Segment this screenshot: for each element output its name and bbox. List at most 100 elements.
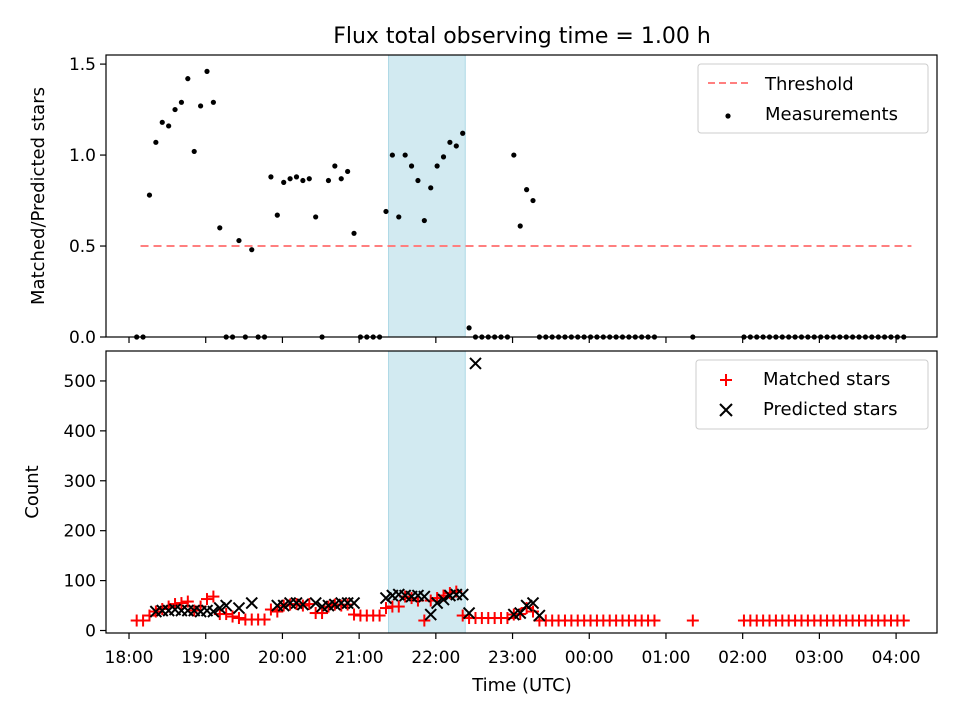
count-panel: 0 100 200 300 400 500 18:00 19:00 20:00 21:00 22:0… [22,350,938,696]
count-legend: Matched stars Predicted stars [695,359,929,430]
matched-star-point [316,607,329,620]
count-legend-box [695,359,929,430]
matched-star-point [258,613,271,626]
measurement-point [204,68,210,74]
measurement-point [268,174,274,180]
measurement-point [466,325,472,331]
ratio-plot-frame [105,54,938,338]
matched-legend-swatch [720,374,732,386]
predicted-legend-swatch [719,403,733,417]
predicted-star-point [462,606,476,620]
measurement-point [517,223,523,229]
measurement-point [217,225,223,231]
xtick-label: 21:00 [335,648,384,668]
count-ytick-label: 300 [64,472,96,492]
count-plot-frame [105,350,938,634]
ratio-ytick-label: 0.5 [69,237,96,257]
measurement-point [210,99,216,105]
ratio-ytick-label: 1.5 [69,55,96,75]
predicted-star-point [232,601,246,615]
predicted-star-point [213,601,226,615]
measurement-point [434,163,440,169]
ratio-panel: 0.0 0.5 1.0 1.5 Matched/Predicted stars Thr… [28,54,938,348]
measurement-point [389,152,395,158]
matched-star-point [200,593,213,606]
matched-star-point [226,610,239,623]
matched-star-point [207,590,220,603]
matched-star-point [392,600,405,613]
xtick-label: 02:00 [718,648,767,668]
ratio-legend-box [697,63,929,134]
measurements-legend-swatch [725,113,731,119]
measurement-point [313,214,319,220]
measurement-point [249,247,255,253]
predicted-star-point [207,605,220,618]
measurement-point [325,177,332,184]
predicted-star-point [418,590,431,603]
matched-star-point [271,605,284,618]
ratio-ytick-label: 1.0 [69,146,96,166]
count-ytick-label: 100 [64,572,96,592]
measurement-point [415,177,421,184]
predicted-star-point [430,596,444,610]
measurement-point [447,139,453,145]
xtick-label: 19:00 [181,648,230,668]
xtick-label: 00:00 [565,648,614,668]
measurement-point [172,106,178,113]
matched-star-point [220,608,233,621]
predicted-star-point [533,609,546,622]
count-ytick-label: 0 [85,622,96,642]
count-highlight-span [388,350,466,634]
matched-star-point [181,595,194,608]
measurement-point [287,176,293,182]
measurement-point [428,185,434,191]
matched-star-point [143,609,156,622]
xtick-label: 01:00 [641,648,690,668]
matched-star-point [686,614,699,627]
measurement-point [408,163,415,169]
predicted-star-point [437,593,450,606]
xtick-label: 18:00 [105,648,154,668]
chart-title: Flux total observing time = 1.00 h [333,24,711,49]
count-ytick-label: 200 [64,522,96,542]
ratio-y-axis-label: Matched/Predicted stars [28,87,49,305]
measurement-point [236,237,242,244]
predicted-star-point [309,596,322,610]
xtick-label: 04:00 [872,648,921,668]
ratio-highlight-span [388,54,466,338]
predicted-star-point [219,599,233,612]
measurement-point [332,163,338,169]
measurement-point [440,154,447,160]
measurement-point [306,176,312,182]
ratio-legend: Threshold Measurements [697,63,929,134]
xtick-label: 03:00 [795,648,844,668]
measurement-point [421,217,427,224]
matched-star-point [232,612,245,625]
measurement-point [338,176,344,182]
matched-star-point [418,614,431,627]
measurement-point [274,212,280,218]
predicted-star-point [347,596,361,610]
measurement-point [345,168,351,175]
matched-star-point [527,605,540,618]
measurement-point [351,230,357,236]
measurement-point [460,130,466,136]
measurement-point [166,123,172,129]
measurement-point [159,119,165,125]
matched-star-point [373,609,386,622]
measurement-point [396,214,402,220]
matched-star-point [379,602,392,615]
matched-star-point [137,614,150,627]
count-ytick-label: 500 [64,372,96,392]
measurement-point [178,99,185,105]
predicted-legend-label: Predicted stars [763,399,897,420]
measurement-point [281,179,287,185]
predicted-star-point [424,608,437,621]
measurements-legend-label: Measurements [765,104,898,125]
measurement-point [198,103,204,109]
predicted-star-point [379,591,393,605]
matched-star-point [175,597,188,610]
measurement-point [383,208,389,215]
measurement-point [453,143,459,149]
measurement-point [293,174,300,180]
